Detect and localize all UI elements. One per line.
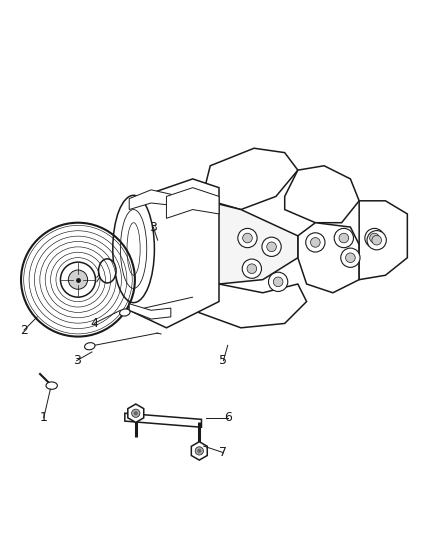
Text: 6: 6 [224, 411, 232, 424]
Circle shape [365, 229, 384, 248]
Circle shape [60, 262, 95, 297]
Text: 3: 3 [73, 354, 81, 367]
Circle shape [273, 277, 283, 287]
Polygon shape [359, 201, 407, 280]
Polygon shape [206, 148, 298, 209]
Ellipse shape [113, 195, 154, 303]
Polygon shape [128, 404, 144, 423]
Polygon shape [298, 223, 359, 293]
Polygon shape [285, 166, 359, 223]
Text: 7: 7 [219, 446, 227, 459]
Polygon shape [166, 188, 219, 219]
Circle shape [262, 237, 281, 256]
Circle shape [243, 233, 252, 243]
Circle shape [367, 231, 386, 250]
Circle shape [372, 236, 381, 245]
Circle shape [370, 233, 379, 243]
Circle shape [341, 248, 360, 268]
Circle shape [197, 449, 201, 453]
Ellipse shape [120, 309, 130, 316]
Circle shape [334, 229, 353, 248]
Circle shape [68, 270, 88, 289]
Circle shape [311, 238, 320, 247]
Ellipse shape [46, 382, 57, 389]
Circle shape [247, 264, 257, 273]
Circle shape [306, 233, 325, 252]
Circle shape [238, 229, 257, 248]
Text: 1: 1 [40, 411, 48, 424]
Text: 3: 3 [149, 221, 157, 233]
Ellipse shape [85, 343, 95, 350]
Polygon shape [125, 413, 201, 427]
Polygon shape [191, 442, 207, 460]
Circle shape [242, 259, 261, 278]
Ellipse shape [99, 259, 116, 283]
Text: 4: 4 [90, 317, 98, 330]
Circle shape [132, 409, 140, 417]
Circle shape [339, 233, 349, 243]
Polygon shape [193, 201, 298, 284]
Circle shape [134, 411, 138, 415]
Polygon shape [129, 179, 219, 328]
Circle shape [267, 242, 276, 252]
Polygon shape [129, 304, 171, 319]
Polygon shape [193, 266, 307, 328]
Polygon shape [129, 190, 171, 209]
Circle shape [268, 272, 288, 292]
Circle shape [346, 253, 355, 263]
Text: 5: 5 [219, 354, 227, 367]
Circle shape [195, 447, 203, 455]
Text: 2: 2 [20, 324, 28, 336]
